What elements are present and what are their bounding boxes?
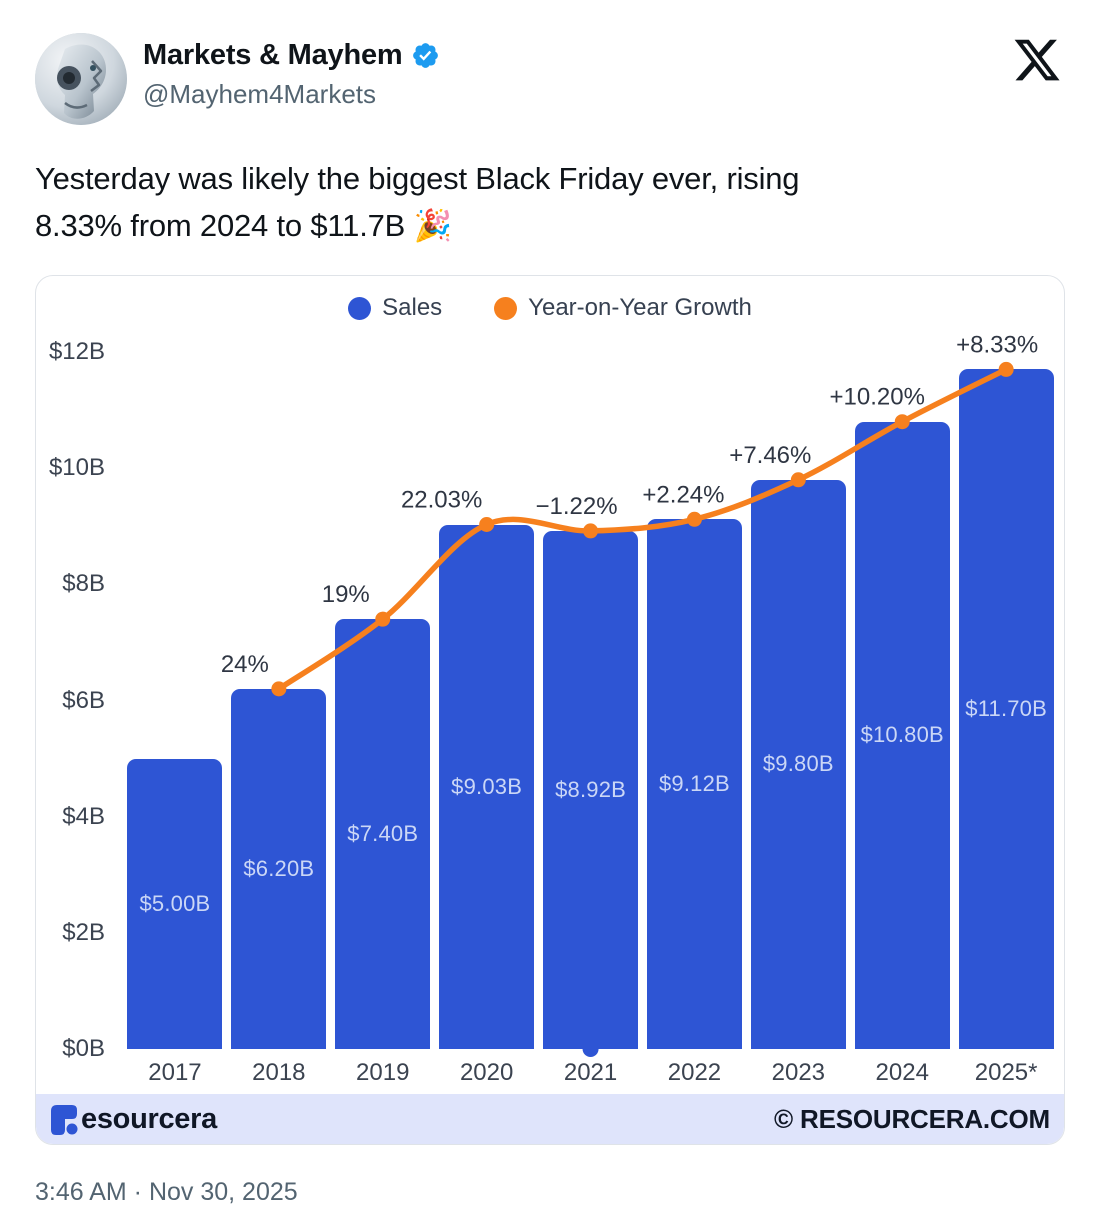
bar-2024: $10.80B — [854, 421, 950, 1049]
y-tick-label: $8B — [62, 570, 105, 598]
x-tick-label: 2025* — [974, 1059, 1038, 1086]
x-tick-label: 2017 — [148, 1059, 202, 1086]
legend-item-growth: Year-on-Year Growth — [494, 294, 752, 322]
y-tick-label: $2B — [62, 918, 105, 946]
bar-2019: $7.40B — [335, 619, 431, 1049]
x-tick-label: 2018 — [252, 1059, 306, 1086]
growth-point-label: +2.24% — [642, 481, 724, 508]
legend-dot-sales — [348, 296, 372, 320]
y-tick-label: $0B — [62, 1035, 105, 1062]
legend-label-sales: Sales — [382, 294, 443, 321]
legend-item-sales: Sales — [348, 294, 442, 322]
y-tick-label: $4B — [62, 802, 105, 830]
bar-value-label: $8.92B — [555, 776, 627, 802]
y-tick-label: $6B — [62, 686, 105, 714]
tweet-text: Yesterday was likely the biggest Black F… — [35, 155, 1065, 249]
x-tick-label: 2019 — [356, 1059, 410, 1086]
chart-plot: $0B $2B $4B $6B $8B $10B $12B $5.00B $6.20B $7.40… — [36, 276, 1064, 1144]
x-logo-icon[interactable] — [1012, 35, 1062, 85]
avatar-image — [35, 33, 127, 125]
display-name[interactable]: Markets & Mayhem — [143, 39, 403, 71]
y-tick-label: $12B — [48, 338, 105, 365]
growth-point-label: −1.22% — [536, 493, 618, 520]
legend-dot-growth — [494, 296, 518, 320]
growth-point-label: +8.33% — [956, 331, 1038, 358]
y-tick-label: $10B — [48, 454, 105, 482]
bar-2020: $9.03B — [439, 524, 535, 1049]
chart-legend: Sales Year-on-Year Growth — [36, 294, 1064, 322]
bar-2022: $9.12B — [646, 519, 742, 1049]
verified-badge-icon — [412, 43, 438, 68]
brand-logo-icon — [51, 1105, 78, 1135]
timestamp[interactable]: 3:46 AM · Nov 30, 2025 — [35, 1178, 298, 1206]
x-tick-label: 2023 — [771, 1059, 826, 1086]
growth-point-label: 22.03% — [401, 487, 482, 514]
chart-footer: esourcera © RESOURCERA.COM — [36, 1094, 1064, 1144]
bar-2017: $5.00B — [127, 758, 223, 1049]
brand-text: esourcera — [81, 1102, 217, 1135]
legend-label-growth: Year-on-Year Growth — [528, 294, 752, 321]
user-handle[interactable]: @Mayhem4Markets — [143, 79, 377, 109]
bar-value-label: $6.20B — [243, 855, 315, 881]
bar-value-label: $11.70B — [965, 696, 1047, 722]
bar-value-label: $9.03B — [451, 773, 523, 799]
tweet-text-line: Yesterday was likely the biggest Black F… — [35, 161, 800, 196]
x-tick-label: 2024 — [875, 1059, 929, 1086]
identity-block: Markets & Mayhem @Mayhem4Markets — [143, 33, 440, 110]
avatar[interactable] — [35, 33, 127, 125]
bar-2021: $8.92B — [543, 530, 639, 1049]
growth-point-label: 19% — [322, 581, 370, 608]
growth-point-label: +10.20% — [830, 384, 925, 411]
copyright-text: © RESOURCERA.COM — [774, 1103, 1050, 1134]
bar-value-label: $9.12B — [658, 771, 730, 797]
bar-2025*: $11.70B — [958, 369, 1054, 1049]
growth-point-label: +7.46% — [729, 442, 811, 469]
growth-point-label: 24% — [221, 651, 269, 678]
x-tick-label: 2020 — [459, 1059, 514, 1086]
tweet-text-line: 8.33% from 2024 to $11.7B 🎉 — [35, 208, 452, 243]
x-tick-label: 2021 — [563, 1059, 618, 1086]
bar-2018: $6.20B — [231, 688, 327, 1049]
bar-value-label: $10.80B — [860, 722, 944, 748]
bar-2023: $9.80B — [750, 479, 846, 1049]
x-tick-label: 2022 — [667, 1059, 722, 1086]
bar-value-label: $7.40B — [347, 821, 419, 847]
tweet-header: Markets & Mayhem @Mayhem4Markets — [35, 33, 1065, 125]
chart-brand: esourcera — [48, 1101, 217, 1137]
bar-value-label: $5.00B — [139, 890, 211, 916]
chart-image-card[interactable]: Sales Year-on-Year Growth $0B $2B $4B $6B $8… — [35, 275, 1065, 1145]
bar-value-label: $9.80B — [762, 751, 834, 777]
